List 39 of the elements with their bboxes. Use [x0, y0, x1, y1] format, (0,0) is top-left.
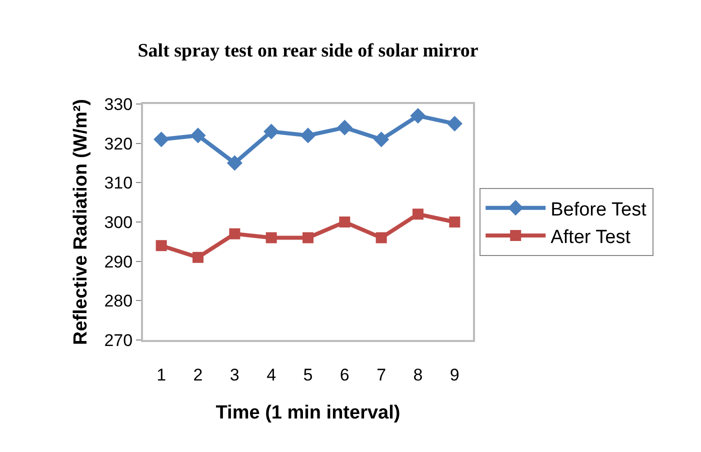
point: [374, 132, 390, 148]
y-tick-label: 300: [104, 212, 133, 232]
x-tick-label: 5: [303, 365, 313, 384]
x-tick-label: 6: [340, 365, 350, 384]
point: [266, 232, 277, 244]
y-tick-label: 280: [104, 292, 133, 311]
point: [339, 216, 350, 228]
point: [446, 116, 462, 132]
point: [302, 232, 314, 244]
point: [190, 128, 206, 144]
y-tick-label: 320: [104, 134, 133, 154]
y-tick-label: 270: [104, 330, 133, 350]
legend-label: Before Test: [550, 199, 648, 220]
point: [192, 252, 204, 263]
x-axis-title: Time (1 min interval): [216, 402, 400, 424]
point: [264, 124, 280, 140]
y-axis-title: Reflective Radiation (W/m²): [70, 99, 92, 345]
y-tick-label: 310: [104, 174, 133, 193]
x-tick-label: 4: [266, 365, 276, 384]
point: [410, 108, 426, 124]
point: [154, 132, 170, 148]
x-tick-label: 8: [413, 365, 423, 384]
x-tick-label: 7: [376, 365, 386, 384]
point: [226, 155, 242, 171]
legend-label: After Test: [550, 226, 632, 248]
point: [156, 240, 167, 252]
point: [412, 208, 424, 220]
point: [336, 120, 352, 136]
point: [376, 232, 387, 244]
x-tick-label: 2: [193, 365, 203, 384]
point: [229, 228, 240, 240]
y-tick-label: 290: [104, 252, 133, 272]
x-tick-label: 3: [230, 365, 240, 384]
x-tick-label: 1: [156, 365, 166, 384]
chart-title: Salt spray test on rear side of solar mirror: [138, 40, 479, 62]
point: [300, 128, 316, 144]
point: [449, 216, 460, 228]
y-tick-label: 330: [104, 94, 133, 114]
x-tick-label: 9: [450, 365, 460, 384]
